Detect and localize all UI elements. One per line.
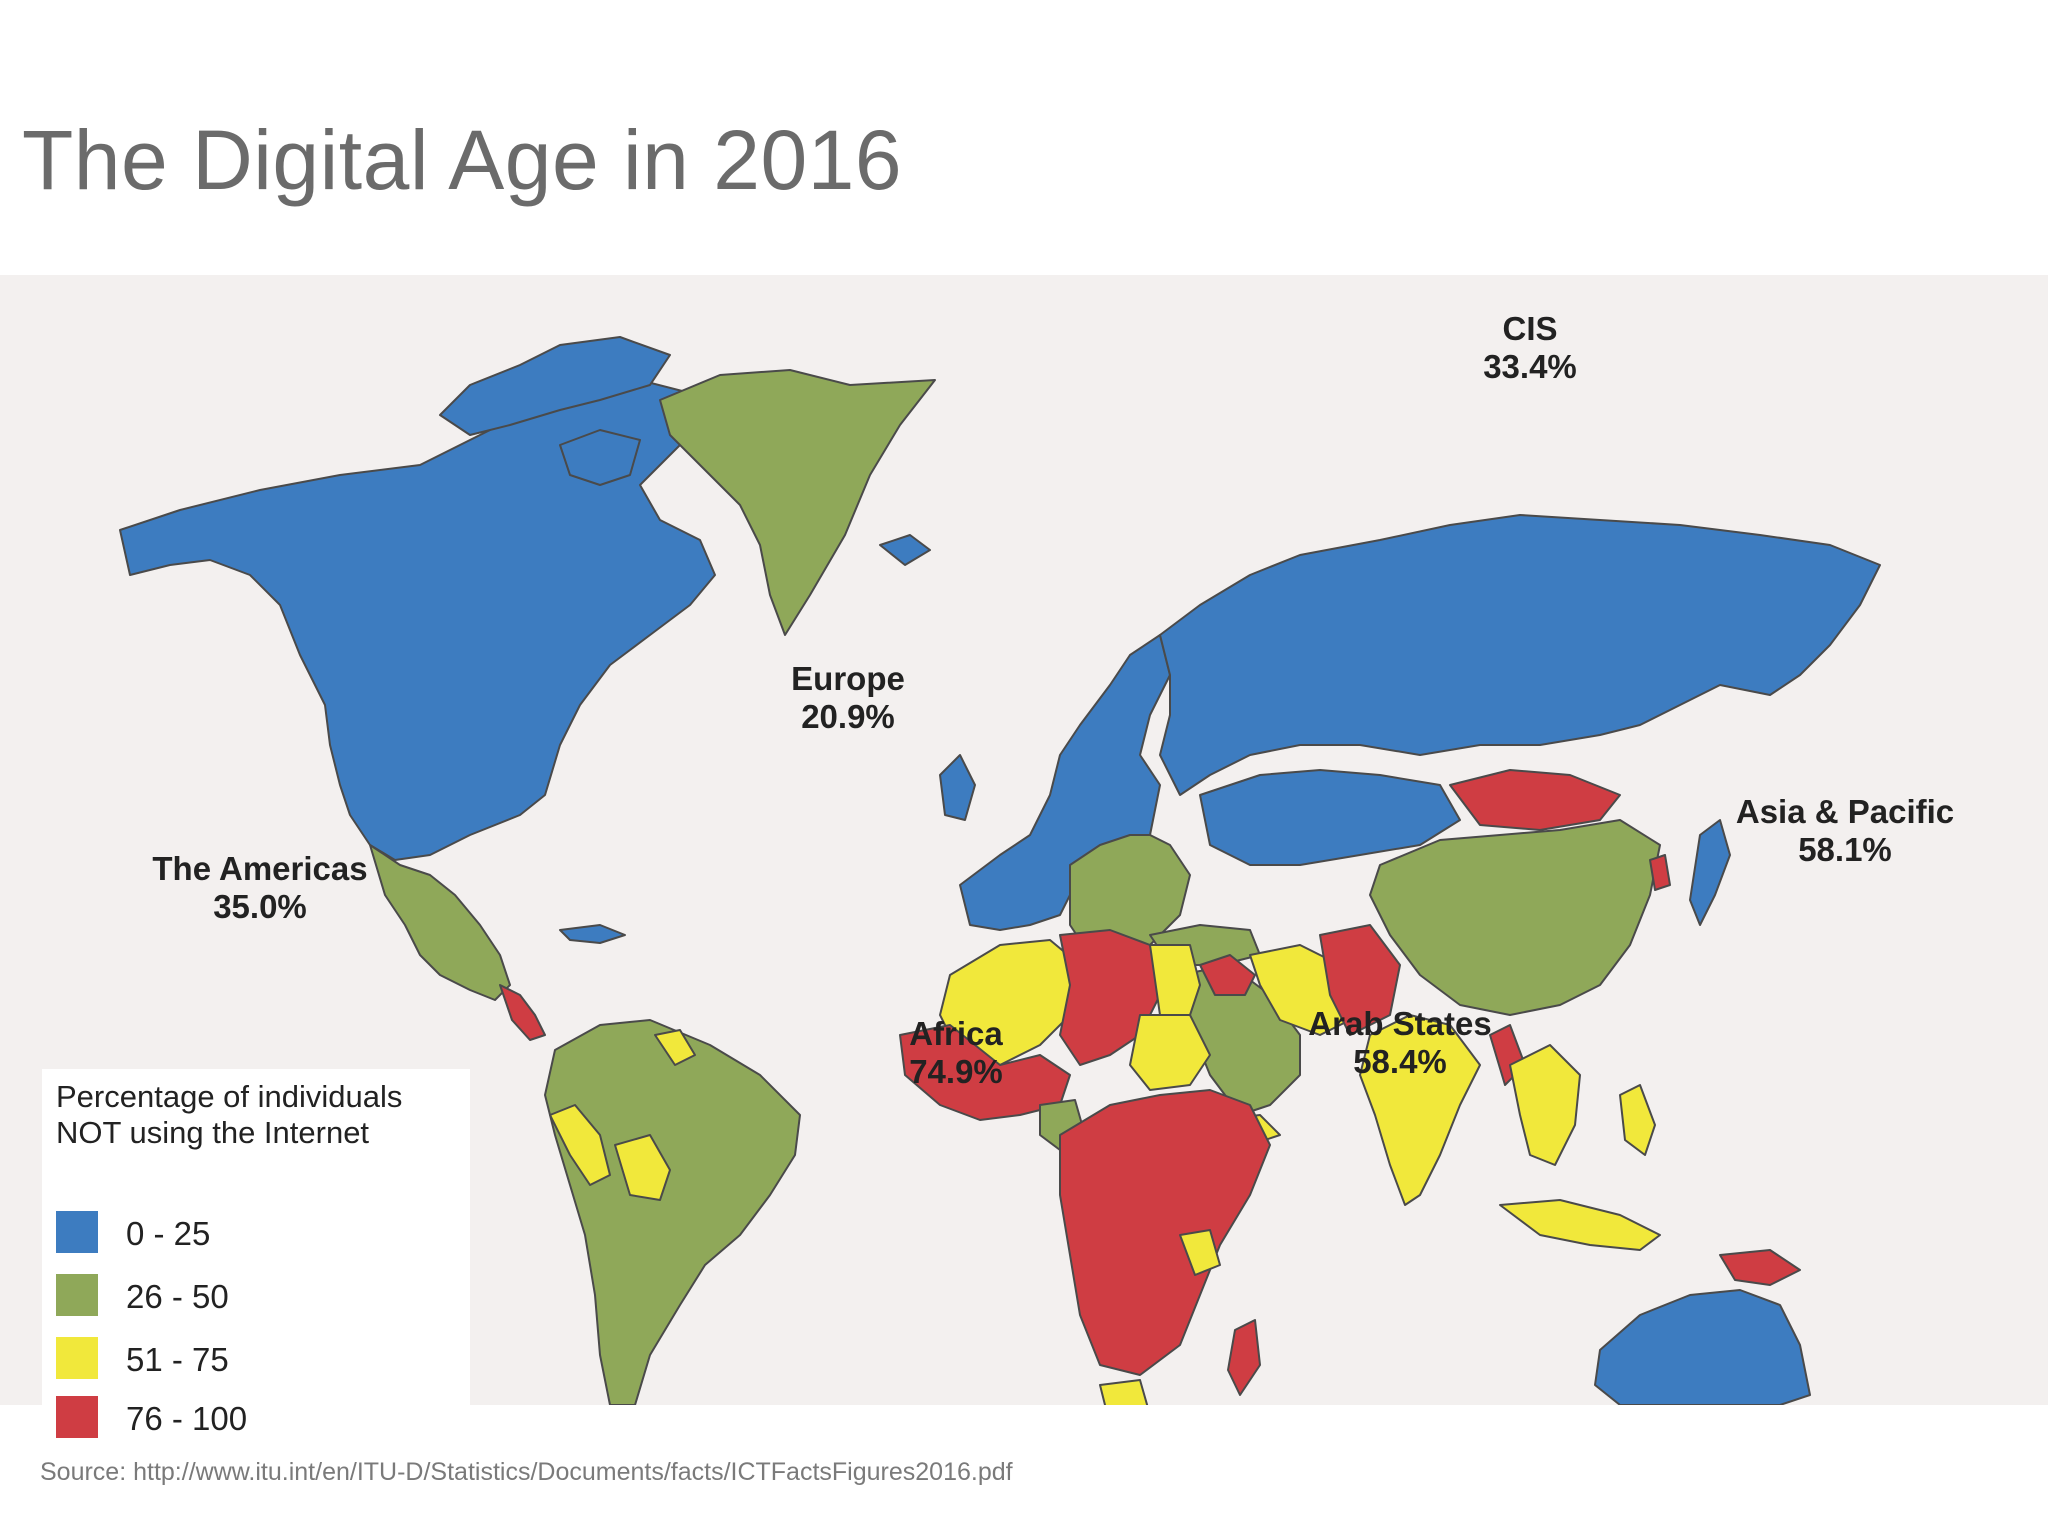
legend-swatch-green [56,1274,98,1316]
region-label-europe-value: 20.9% [801,698,895,735]
map-legend: Percentage of individuals NOT using the … [42,1069,470,1438]
region-label-asia-pacific: Asia & Pacific 58.1% [1720,793,1970,869]
region-label-africa-name: Africa [909,1015,1003,1052]
region-label-arab-states-name: Arab States [1308,1005,1492,1042]
region-iceland [879,534,931,566]
region-label-cis-name: CIS [1502,310,1558,347]
region-label-europe-name: Europe [791,660,905,697]
region-bolivia [614,1134,671,1201]
legend-swatch-yellow [56,1337,98,1379]
region-south-america [544,1019,801,1405]
region-label-americas: The Americas 35.0% [130,850,390,926]
region-label-africa-value: 74.9% [909,1053,1003,1090]
region-label-europe: Europe 20.9% [748,660,948,736]
legend-label: 26 - 50 [126,1278,229,1315]
region-se-asia [1509,1044,1581,1166]
region-afghanistan-pakistan [1319,924,1401,1036]
region-russia [1159,514,1881,796]
region-indonesia [1499,1199,1661,1251]
legend-title: Percentage of individuals NOT using the … [56,1079,402,1151]
region-southern-africa [1099,1379,1149,1405]
region-arctic-islands-2 [559,429,641,486]
legend-title-line1: Percentage of individuals [56,1079,403,1114]
world-map [119,336,1881,1405]
region-libya-sahel [1059,929,1161,1066]
region-australia [1594,1289,1811,1405]
region-label-cis-value: 33.4% [1483,348,1577,385]
region-europe-west [959,634,1171,931]
region-uk [939,754,976,821]
region-greenland [659,369,936,636]
region-guyana [654,1029,696,1066]
region-india [1359,1014,1481,1206]
region-mexico [369,844,511,1001]
legend-title-line2: NOT using the Internet [56,1115,370,1150]
region-label-asia-pacific-value: 58.1% [1798,831,1892,868]
region-label-arab-states-value: 58.4% [1353,1043,1447,1080]
region-philippines [1619,1084,1656,1156]
region-mongolia [1449,769,1621,831]
region-korea [1649,854,1671,891]
source-citation: Source: http://www.itu.int/en/ITU-D/Stat… [40,1458,1013,1486]
region-peru [549,1104,611,1186]
region-japan [1689,819,1731,926]
region-egypt [1149,944,1201,1016]
region-label-americas-value: 35.0% [213,888,307,925]
region-label-americas-name: The Americas [152,850,368,887]
region-caribbean [559,924,626,944]
region-iraq-syria [1199,954,1256,996]
region-papua [1719,1249,1801,1286]
region-madagascar [1227,1319,1261,1396]
region-label-arab-states: Arab States 58.4% [1290,1005,1510,1081]
legend-swatch-red [56,1396,98,1438]
region-label-asia-pacific-name: Asia & Pacific [1735,793,1955,830]
slide-title: The Digital Age in 2016 [22,113,903,207]
legend-label: 51 - 75 [126,1341,229,1378]
region-china [1369,819,1661,1016]
region-kazakhstan [1199,769,1461,866]
region-arctic-islands [439,336,671,436]
region-label-cis: CIS 33.4% [1430,310,1630,386]
region-sudan [1129,1014,1211,1091]
region-central-america [499,984,546,1041]
legend-label: 76 - 100 [126,1400,248,1437]
legend-label: 0 - 25 [126,1215,211,1252]
legend-swatch-blue [56,1211,98,1253]
region-label-africa: Africa 74.9% [856,1015,1056,1091]
region-east-africa [1179,1229,1221,1276]
